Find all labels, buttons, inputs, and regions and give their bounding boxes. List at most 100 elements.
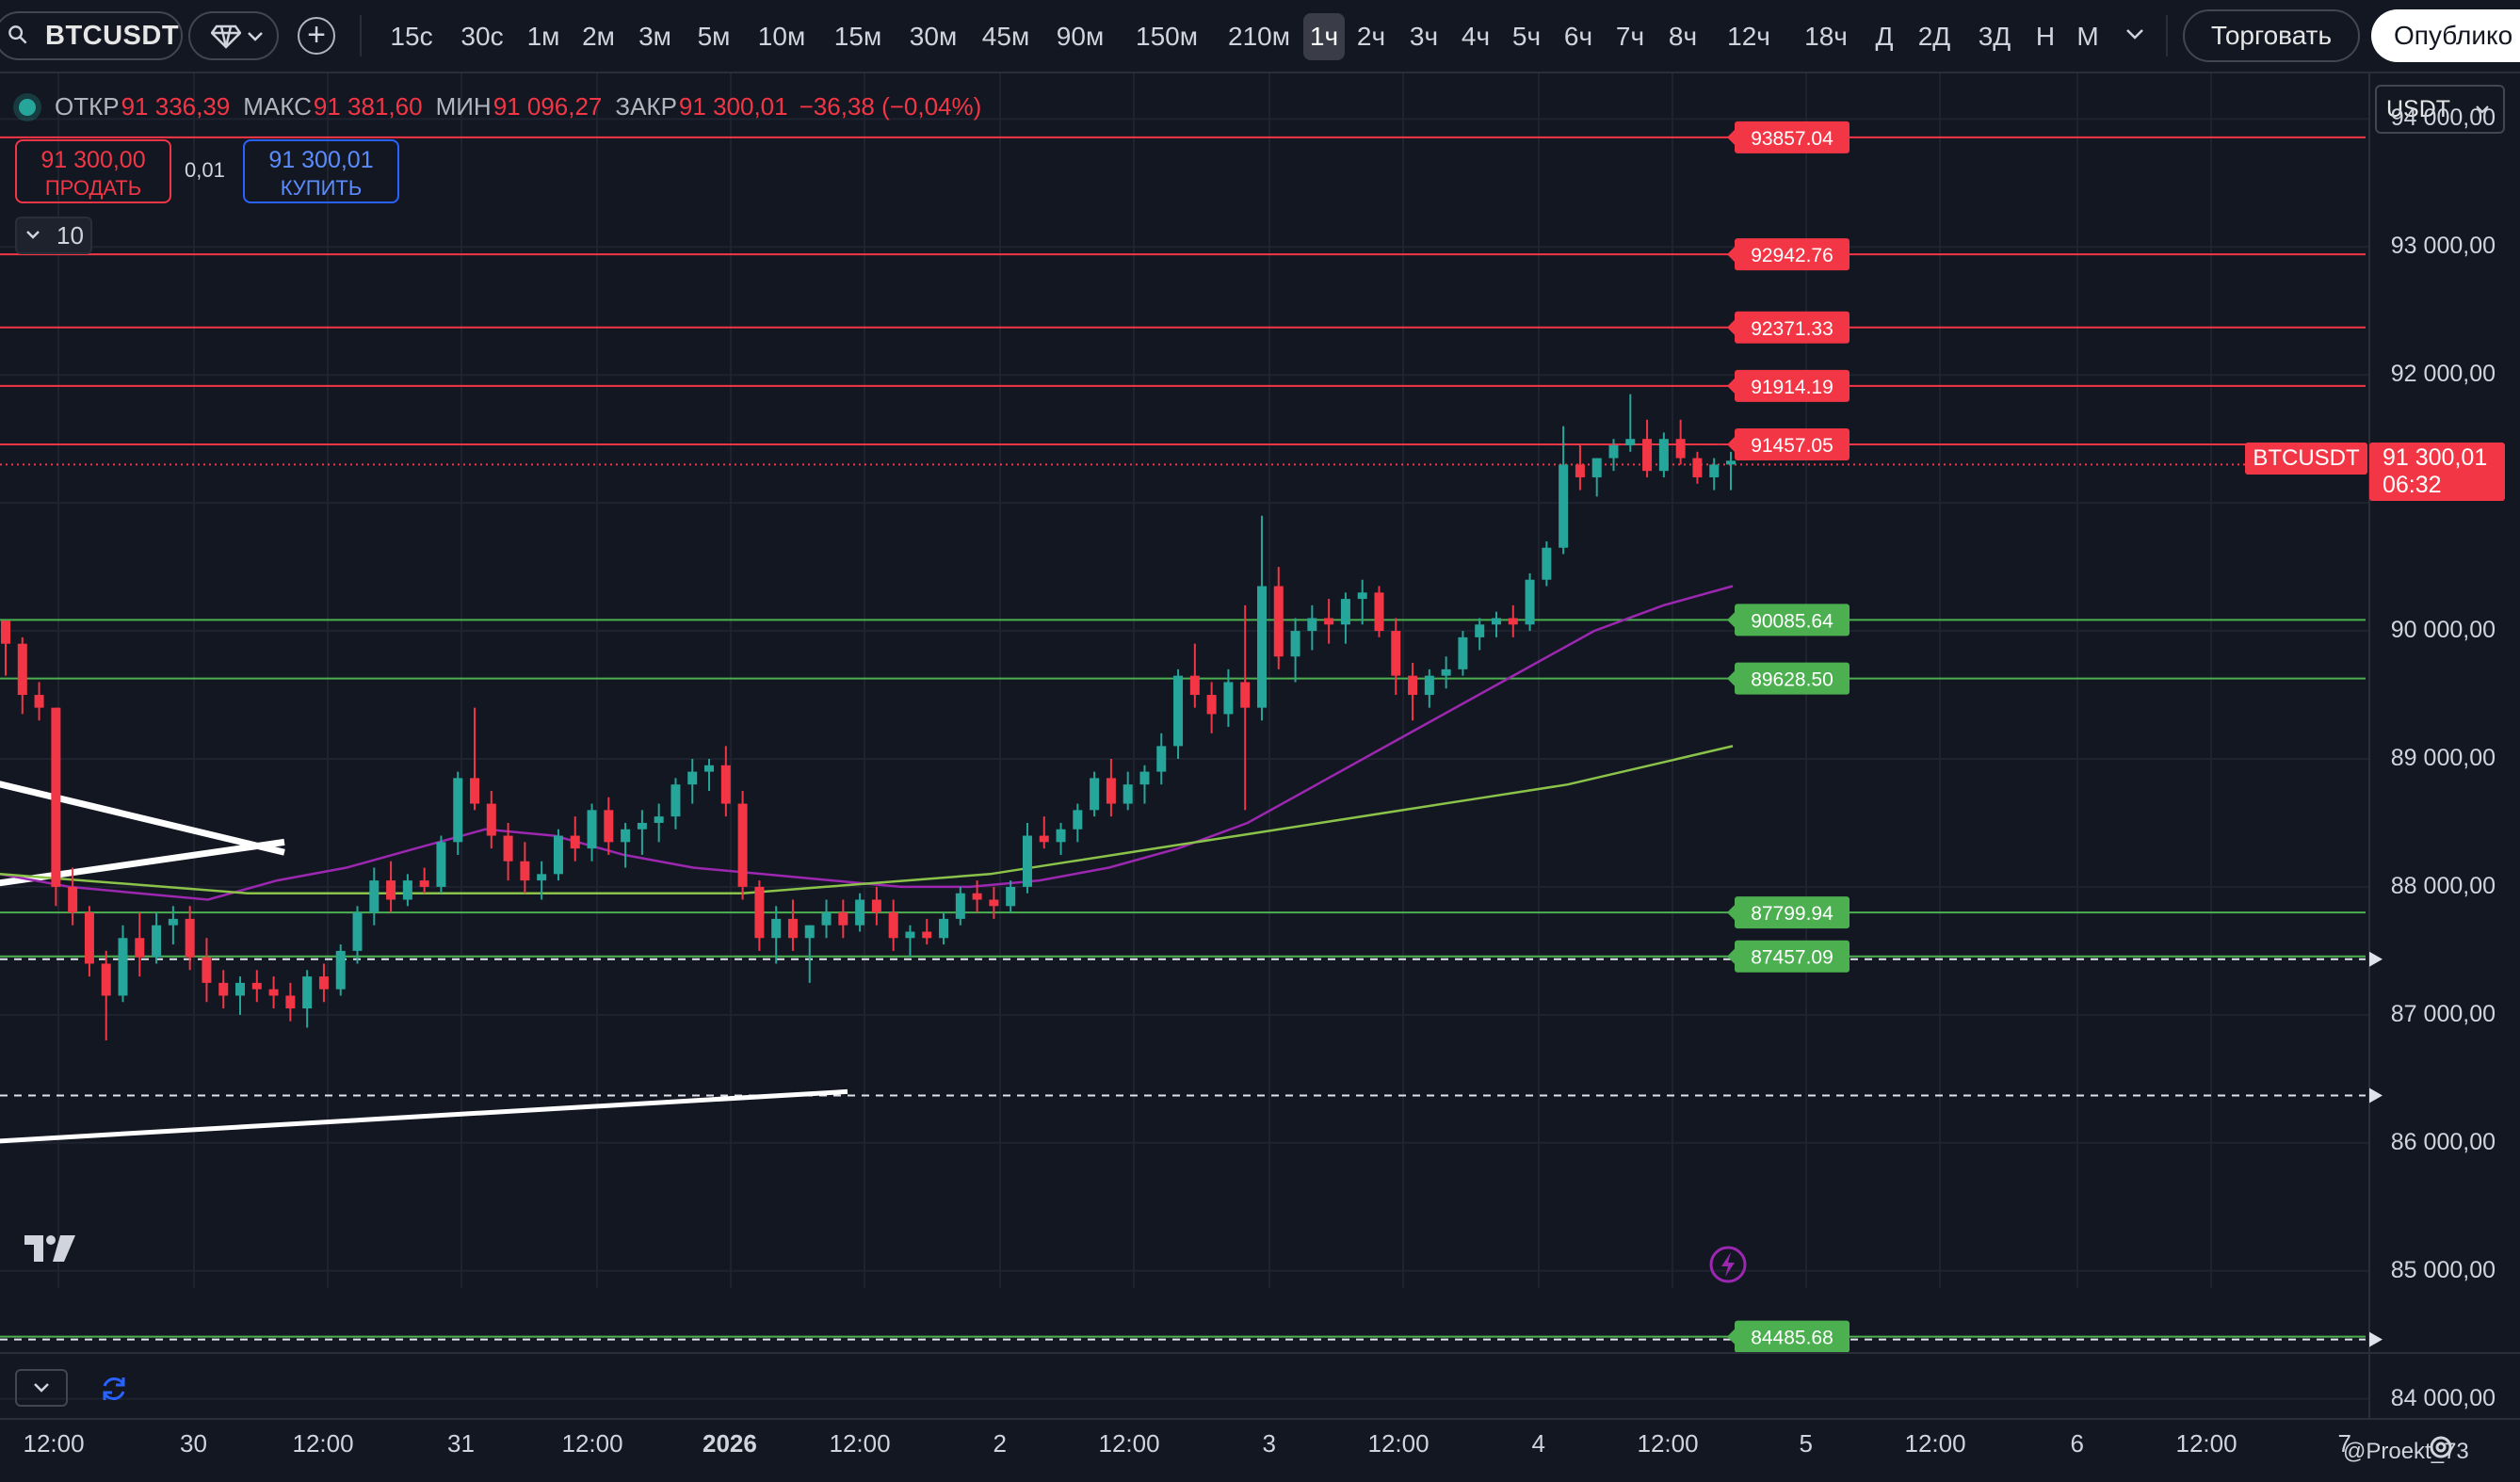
candle[interactable] [1340,592,1350,644]
candle[interactable] [922,918,932,945]
candle[interactable] [302,970,313,1028]
timeframe-button-3м[interactable]: 3м [638,22,671,51]
candle[interactable] [821,899,832,939]
candle[interactable] [251,970,262,1003]
candle[interactable] [553,829,563,881]
candle[interactable] [687,759,698,804]
candle[interactable] [285,982,296,1022]
collapse-panel-button[interactable] [15,1369,68,1407]
timeframe-button-Д[interactable]: Д [1875,22,1894,51]
candle[interactable] [1658,432,1669,477]
candle[interactable] [1608,439,1619,472]
candle[interactable] [486,790,496,849]
candle[interactable] [268,976,279,1009]
candle[interactable] [101,950,111,1041]
candle[interactable] [68,867,78,926]
timeframe-button-15с[interactable]: 15с [390,22,433,51]
candle[interactable] [1273,567,1284,669]
candle[interactable] [537,861,547,900]
candle[interactable] [503,822,513,881]
timeframe-button-90м[interactable]: 90м [1056,22,1105,51]
candle[interactable] [1006,880,1016,913]
candle[interactable] [1139,765,1150,804]
timeframe-button-45м[interactable]: 45м [981,22,1030,51]
sell-button[interactable]: 91 300,00 ПРОДАТЬ [15,139,171,203]
candle[interactable] [168,906,178,945]
lightning-icon[interactable] [1708,1245,1748,1284]
candle[interactable] [419,867,429,894]
candle[interactable] [637,810,647,855]
candle[interactable] [1642,419,1653,477]
candle[interactable] [218,970,229,1009]
sync-icon[interactable] [98,1373,130,1405]
candle[interactable] [1256,515,1267,721]
timeframe-button-Н[interactable]: Н [2035,22,2056,51]
timeframe-button-10м[interactable]: 10м [757,22,806,51]
candle[interactable] [804,925,815,983]
timeframe-button-2ч[interactable]: 2ч [1356,22,1386,51]
candle[interactable] [202,938,212,1003]
candle[interactable] [1156,733,1167,785]
timeframe-button-3Д[interactable]: 3Д [1978,22,2011,51]
candle[interactable] [51,707,61,907]
time-axis[interactable] [0,1418,2520,1473]
candle[interactable] [1090,771,1100,817]
candle[interactable] [855,893,865,932]
candle[interactable] [1189,643,1200,708]
candle[interactable] [1106,759,1116,817]
timeframe-button-210м[interactable]: 210м [1228,22,1290,51]
candle[interactable] [1206,682,1217,733]
candle[interactable] [118,925,128,1003]
candle[interactable] [1591,458,1602,497]
candle[interactable] [1491,611,1501,637]
candle[interactable] [235,976,246,1015]
candle[interactable] [1290,618,1300,683]
candle[interactable] [1039,816,1049,849]
candle[interactable] [1357,579,1367,625]
timeframe-button-5м[interactable]: 5м [697,22,731,51]
market-status-dot[interactable] [19,98,36,116]
candle[interactable] [587,803,597,862]
timeframe-button-6ч[interactable]: 6ч [1563,22,1593,51]
candle[interactable] [453,771,463,855]
candle[interactable] [787,899,798,951]
candle[interactable] [939,912,949,945]
timeframe-button-2Д[interactable]: 2Д [1917,22,1951,51]
timeframe-button-30м[interactable]: 30м [909,22,958,51]
timeframe-button-М[interactable]: М [2076,22,2099,51]
candle[interactable] [352,906,363,964]
candle[interactable] [871,886,881,926]
settings-gear-icon[interactable] [2426,1432,2456,1462]
candle[interactable] [720,746,731,817]
candle[interactable] [1240,604,1251,811]
candle[interactable] [888,899,898,951]
candle[interactable] [1324,599,1334,644]
candle[interactable] [955,886,965,926]
timeframe-button-2м[interactable]: 2м [582,22,615,51]
candle[interactable] [369,867,380,926]
candle[interactable] [905,925,915,958]
timeframe-button-30с[interactable]: 30с [460,22,504,51]
price-chart[interactable]: 93857.04 92942.76 92371.33 91914.19 91457.05… [0,73,2520,1418]
candle[interactable] [1458,631,1468,676]
candle[interactable] [838,899,848,939]
candle[interactable] [1022,822,1032,894]
candle[interactable] [1475,618,1485,651]
candle[interactable] [1,620,10,676]
candle[interactable] [152,912,162,964]
candle[interactable] [1123,771,1133,811]
timeframe-button-8ч[interactable]: 8ч [1668,22,1698,51]
timeframe-button-1м[interactable]: 1м [526,22,560,51]
candle[interactable] [1056,822,1066,855]
currency-select[interactable]: USDT [2375,85,2505,134]
timeframe-button-3ч[interactable]: 3ч [1409,22,1439,51]
candle[interactable] [737,790,748,900]
timeframe-button-150м[interactable]: 150м [1136,22,1198,51]
symbol-search-button[interactable]: BTCUSDT [0,11,183,60]
candle[interactable] [1424,669,1434,708]
candle[interactable] [604,797,614,855]
candle[interactable] [754,880,765,951]
candle[interactable] [1542,540,1552,587]
candle[interactable] [135,912,145,977]
candle[interactable] [1559,426,1569,555]
